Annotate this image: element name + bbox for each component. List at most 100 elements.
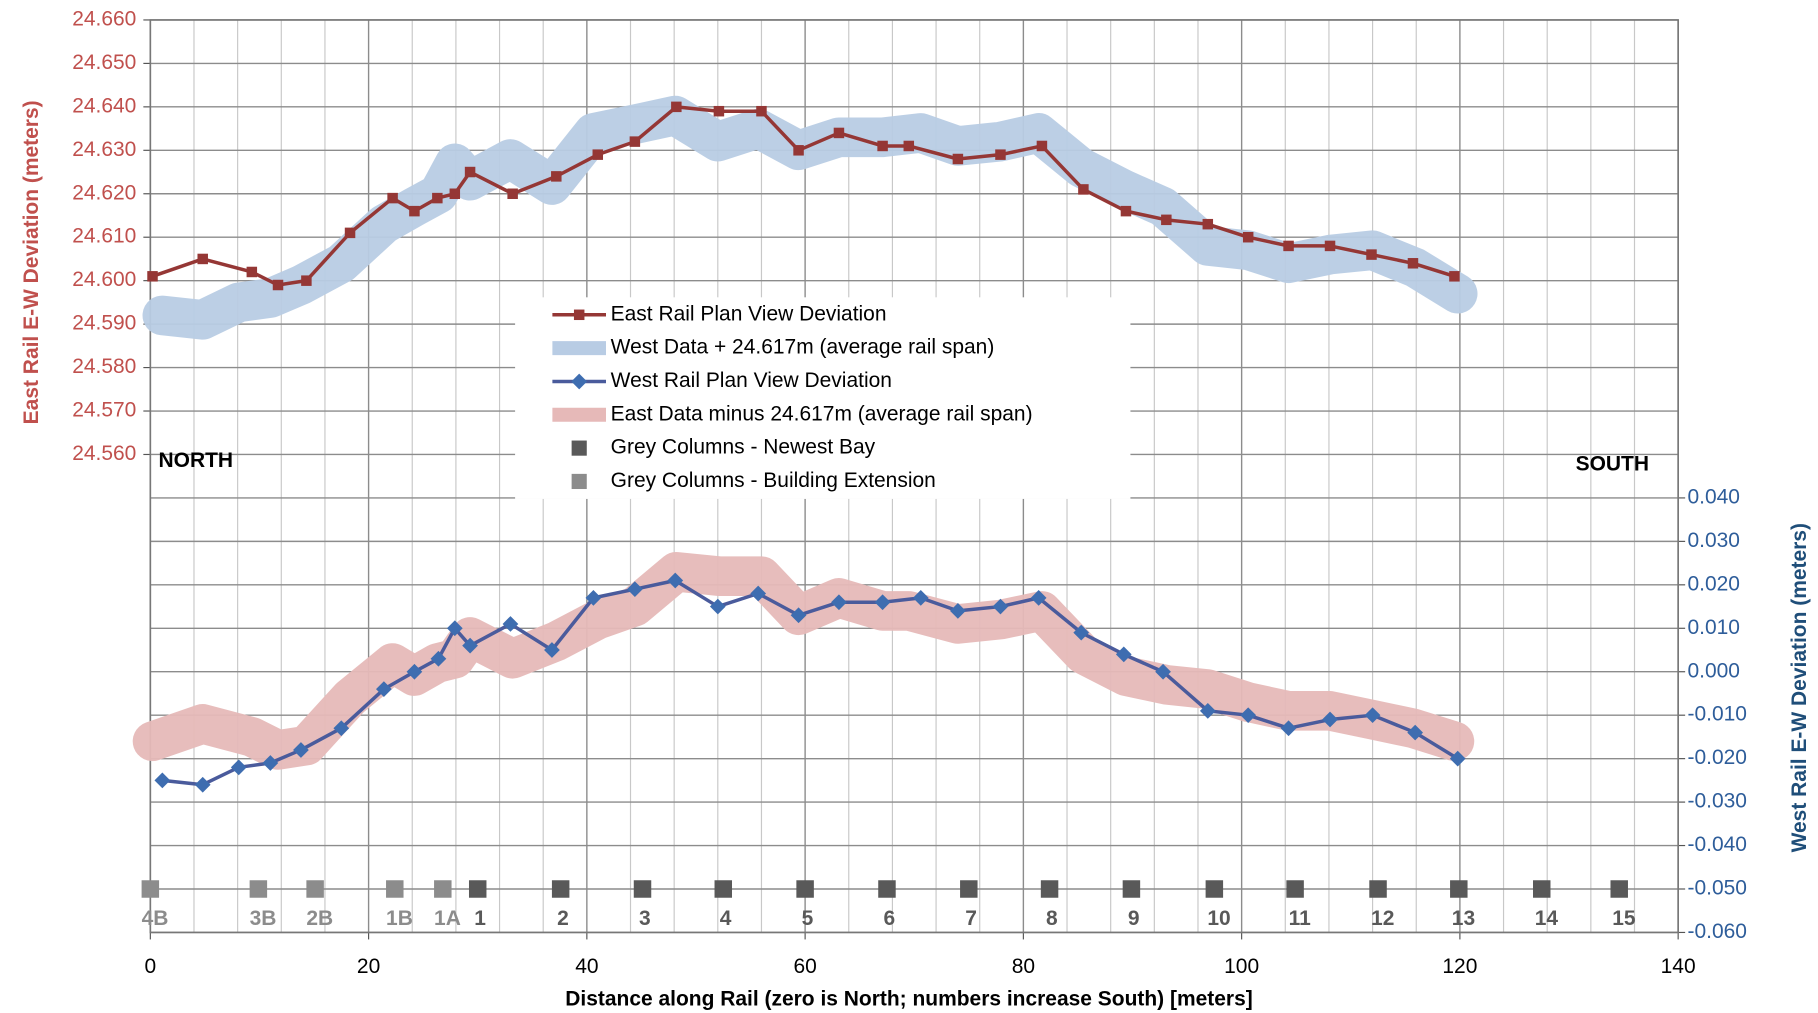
y-tick-label: 24.560 [72, 442, 136, 465]
marker [992, 598, 1009, 615]
x-axis-title: Distance along Rail (zero is North; numb… [565, 988, 1252, 1011]
marker [551, 171, 562, 182]
marker [1364, 707, 1381, 724]
y2-tick-label: -0.030 [1687, 790, 1746, 813]
marker [449, 188, 461, 200]
point-label: 9 [1128, 907, 1140, 930]
marker [793, 145, 804, 156]
marker [709, 598, 726, 615]
y-tick-label: 24.630 [72, 138, 136, 161]
band [132, 551, 1475, 770]
legend-label: Grey Columns - Newest Bay [611, 436, 876, 459]
marker [249, 880, 268, 898]
y2-tick-label: -0.010 [1687, 703, 1746, 726]
marker [1369, 880, 1387, 898]
legend-label: West Data + 24.617m (average rail span) [611, 336, 995, 359]
marker [272, 279, 284, 291]
marker [1449, 271, 1460, 282]
y-tick-label: 24.660 [72, 7, 136, 30]
point-label: 2 [557, 907, 569, 930]
legend-label: East Data minus 24.617m (average rail sp… [611, 402, 1033, 425]
x-tick-label: 20 [357, 955, 380, 978]
x-tick-label: 0 [144, 955, 156, 978]
y-axis-title: East Rail E-W Deviation (meters) [20, 100, 43, 424]
marker [1407, 724, 1424, 741]
x-tick-label: 120 [1442, 955, 1477, 978]
marker [573, 309, 585, 321]
marker [750, 585, 767, 602]
point-label: 12 [1371, 907, 1394, 930]
point-label: 1 [474, 907, 486, 930]
point-label: 14 [1535, 907, 1559, 930]
marker [1286, 880, 1304, 898]
marker [197, 253, 208, 265]
point-label: 5 [802, 907, 814, 930]
point-label: 1B [386, 907, 413, 930]
marker [714, 880, 733, 898]
y2-axis-title: West Rail E-W Deviation (meters) [1788, 523, 1811, 852]
marker [1240, 707, 1257, 724]
marker [1449, 750, 1466, 767]
marker [1078, 184, 1089, 195]
legend-label: East Rail Plan View Deviation [611, 302, 887, 325]
legend-label: Grey Columns - Building Extension [611, 469, 936, 492]
marker [571, 440, 587, 456]
point-label: 4 [720, 907, 732, 930]
marker [301, 275, 312, 286]
y2-tick-label: 0.040 [1687, 485, 1739, 508]
marker [406, 663, 423, 680]
marker [627, 581, 643, 598]
plot-frame [149, 19, 1679, 934]
marker [671, 101, 682, 113]
marker [551, 880, 570, 898]
band [142, 95, 1478, 340]
marker [756, 105, 767, 117]
marker [995, 149, 1006, 160]
y2-tick-label: -0.040 [1687, 833, 1746, 856]
marker [1120, 205, 1132, 217]
point-label: 4B [142, 907, 169, 930]
marker [1407, 258, 1419, 269]
marker [833, 127, 845, 139]
point-label: 15 [1612, 907, 1636, 930]
x-tick-label: 100 [1224, 955, 1259, 978]
marker [468, 880, 487, 898]
marker [434, 880, 452, 898]
marker [462, 637, 478, 654]
y2-tick-label: 0.010 [1687, 616, 1739, 639]
marker [464, 166, 476, 178]
marker [387, 192, 398, 204]
marker [790, 607, 807, 624]
marker [544, 642, 560, 658]
marker [878, 880, 896, 898]
marker [154, 772, 171, 789]
marker [194, 776, 211, 793]
marker [507, 188, 518, 200]
marker [713, 105, 725, 117]
x-tick-label: 40 [575, 955, 598, 978]
marker [1450, 880, 1468, 898]
y-tick-label: 24.600 [72, 268, 136, 291]
x-tick-label: 140 [1661, 955, 1696, 978]
y-tick-label: 24.580 [72, 355, 136, 378]
marker [877, 140, 888, 152]
marker [1155, 663, 1171, 680]
marker [230, 759, 247, 776]
y-tick-label: 24.590 [72, 312, 136, 335]
point-label: 3B [250, 907, 277, 930]
point-label: 13 [1452, 907, 1475, 930]
legend-box [515, 297, 1131, 499]
y2-tick-label: -0.020 [1687, 746, 1746, 769]
marker [1040, 880, 1059, 898]
marker [446, 620, 463, 637]
y2-tick-label: 0.030 [1687, 529, 1739, 552]
point-label: 8 [1046, 907, 1058, 930]
marker [1366, 249, 1377, 260]
y-tick-label: 24.610 [72, 225, 136, 248]
marker [950, 603, 966, 619]
marker [903, 140, 915, 152]
marker [246, 266, 258, 278]
marker [1280, 720, 1297, 737]
